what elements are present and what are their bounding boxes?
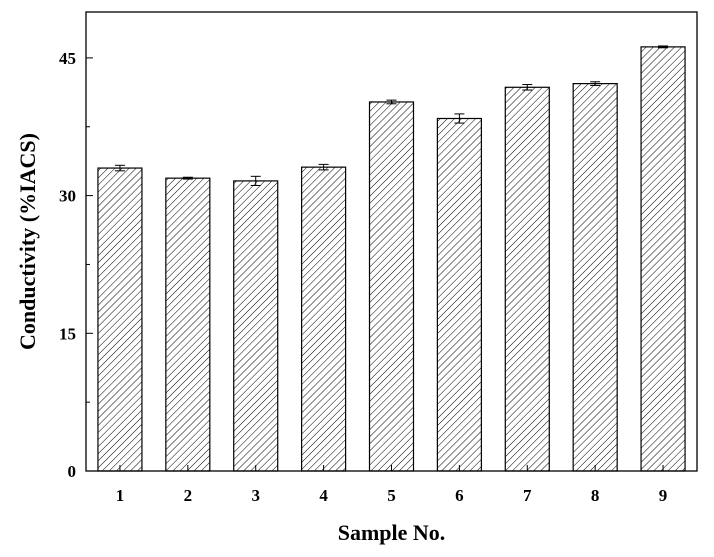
error-bar-3 [250,175,261,187]
x-axis: 1 2 3 4 5 6 7 8 9 [116,465,668,505]
error-bar-8 [590,81,601,86]
error-bar-1 [114,164,125,172]
x-tick-label-7: 7 [523,486,532,505]
error-bar-7 [522,84,533,91]
y-tick-label-15: 15 [59,324,76,343]
bar-2 [165,177,211,472]
x-tick-label-6: 6 [455,486,464,505]
y-tick-label-45: 45 [59,49,76,68]
bar-9 [640,46,686,472]
error-bar-4 [318,163,329,171]
error-bars-group [114,45,669,187]
x-tick-label-5: 5 [387,486,396,505]
y-tick-label-0: 0 [68,462,77,481]
bar-4 [301,166,347,472]
x-tick-label-3: 3 [251,486,260,505]
bars-group [97,46,686,472]
x-tick-label-1: 1 [116,486,125,505]
bar-1 [97,167,143,472]
x-tick-label-9: 9 [659,486,668,505]
x-axis-title: Sample No. [338,520,446,545]
x-tick-label-8: 8 [591,486,600,505]
y-tick-label-30: 30 [59,187,76,206]
y-axis: 0 15 30 45 [59,49,93,481]
error-bar-9 [658,45,669,49]
bar-5 [368,101,415,472]
x-tick-label-4: 4 [319,486,328,505]
bar-8 [572,83,618,472]
error-bar-6 [454,113,465,124]
y-axis-title: Conductivity (%IACS) [15,133,40,350]
error-bar-5 [386,99,397,105]
bar-7 [504,86,550,472]
bar-3 [233,180,279,472]
x-tick-label-2: 2 [184,486,193,505]
bar-6 [436,117,482,472]
error-bar-2 [182,176,193,180]
